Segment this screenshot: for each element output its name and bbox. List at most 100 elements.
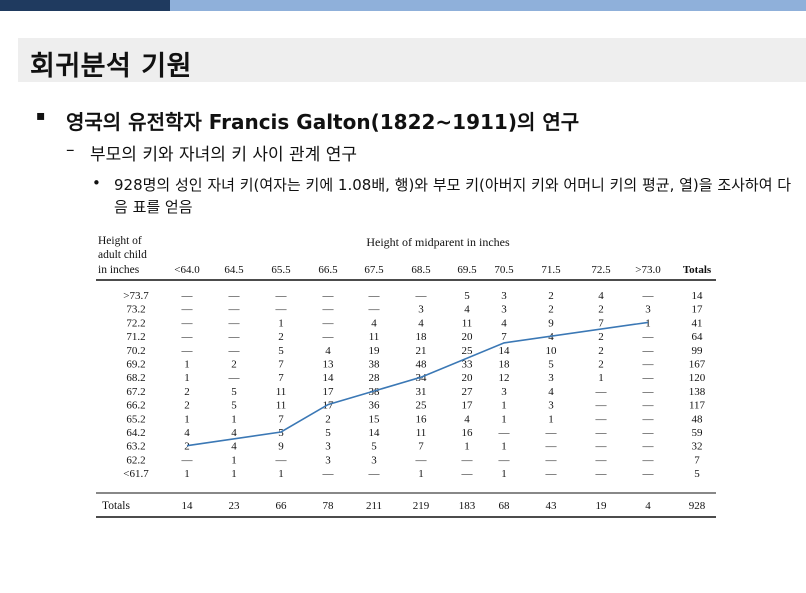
table-cell-r0-c8: 2 — [548, 290, 554, 302]
table-cell-r6-c6: 20 — [462, 372, 474, 384]
table-cell-r10-c5: 11 — [416, 427, 427, 439]
table-cell-r9-c6: 4 — [464, 413, 470, 425]
table-cell-r13-c10: — — [642, 468, 655, 480]
table-cell-r3-c5: 18 — [416, 331, 428, 343]
table-cell-r6-c7: 12 — [499, 372, 510, 384]
table-cell-r3-c7: 7 — [501, 331, 507, 343]
table-cell-r2-c11: 41 — [692, 317, 703, 329]
row-header-line-1: Height of — [98, 235, 142, 247]
table-cell-r0-c1: — — [228, 290, 241, 302]
table-cell-r5-c9: 2 — [598, 359, 604, 371]
table-cell-r5-c3: 13 — [323, 359, 335, 371]
row-label-2: 72.2 — [126, 317, 145, 329]
table-cell-r1-c4: — — [368, 304, 381, 316]
slide-title: 회귀분석 기원 — [30, 51, 192, 82]
table-cell-r11-c7: 1 — [501, 441, 507, 453]
table-cell-r11-c3: 3 — [325, 441, 331, 453]
table-cell-r9-c10: — — [642, 413, 655, 425]
table-cell-r5-c8: 5 — [548, 359, 554, 371]
table-cell-r1-c5: 3 — [418, 304, 424, 316]
table-cell-r8-c4: 36 — [369, 400, 381, 412]
table-cell-r4-c2: 5 — [278, 345, 284, 357]
table-cell-r4-c0: — — [181, 345, 194, 357]
table-cell-r11-c6: 1 — [464, 441, 470, 453]
totals-cell-8: 43 — [546, 500, 558, 512]
row-label-0: >73.7 — [123, 290, 149, 302]
table-cell-r7-c10: — — [642, 386, 655, 398]
table-cell-r7-c4: 38 — [369, 386, 381, 398]
table-cell-r11-c8: — — [545, 441, 558, 453]
column-header-9: 72.5 — [591, 264, 611, 276]
table-cell-r4-c6: 25 — [462, 345, 474, 357]
table-cell-r10-c10: — — [642, 427, 655, 439]
row-label-8: 66.2 — [126, 400, 145, 412]
row-label-9: 65.2 — [126, 413, 145, 425]
table-cell-r9-c1: 1 — [231, 413, 237, 425]
table-cell-r6-c3: 14 — [323, 372, 335, 384]
table-cell-r4-c3: 4 — [325, 345, 331, 357]
table-cell-r2-c6: 11 — [462, 317, 473, 329]
totals-cell-6: 183 — [459, 500, 476, 512]
table-cell-r10-c11: 59 — [692, 427, 704, 439]
table-cell-r2-c8: 9 — [548, 317, 554, 329]
table-cell-r2-c1: — — [228, 317, 241, 329]
table-cell-r6-c4: 28 — [369, 372, 381, 384]
table-cell-r12-c7: — — [498, 454, 511, 466]
column-header-0: <64.0 — [174, 264, 200, 276]
table-cell-r10-c1: 4 — [231, 427, 237, 439]
row-header-line-2: adult child — [98, 249, 147, 261]
totals-cell-4: 211 — [366, 500, 382, 512]
table-cell-r5-c5: 48 — [416, 359, 428, 371]
table-cell-r8-c9: — — [595, 400, 608, 412]
table-cell-r4-c5: 21 — [416, 345, 427, 357]
table-cell-r8-c11: 117 — [689, 400, 706, 412]
row-label-6: 68.2 — [126, 372, 145, 384]
table-cell-r1-c8: 2 — [548, 304, 554, 316]
table-cell-r13-c3: — — [322, 468, 335, 480]
table-cell-r13-c0: 1 — [184, 468, 190, 480]
table-cell-r8-c5: 25 — [416, 400, 428, 412]
table-cell-r11-c1: 4 — [231, 441, 237, 453]
table-cell-r4-c9: 2 — [598, 345, 604, 357]
table-cell-r12-c6: — — [461, 454, 474, 466]
table-cell-r0-c0: — — [181, 290, 194, 302]
table-cell-r7-c2: 11 — [276, 386, 287, 398]
table-cell-r5-c4: 38 — [369, 359, 381, 371]
table-cell-r4-c10: — — [642, 345, 655, 357]
table-cell-r1-c11: 17 — [692, 304, 704, 316]
table-cell-r1-c2: — — [275, 304, 288, 316]
column-header-3: 66.5 — [318, 264, 338, 276]
table-cell-r9-c2: 7 — [278, 413, 284, 425]
table-cell-r0-c7: 3 — [501, 290, 507, 302]
column-header-2: 65.5 — [271, 264, 291, 276]
table-cell-r10-c4: 14 — [369, 427, 381, 439]
table-cell-r5-c10: — — [642, 359, 655, 371]
table-cell-r9-c7: 1 — [501, 413, 507, 425]
table-cell-r8-c7: 1 — [501, 400, 507, 412]
totals-cell-3: 78 — [323, 500, 335, 512]
table-cell-r2-c4: 4 — [371, 317, 377, 329]
table-cell-r13-c7: 1 — [501, 468, 507, 480]
table-cell-r4-c4: 19 — [369, 345, 381, 357]
table-cell-r8-c1: 5 — [231, 400, 237, 412]
table-cell-r7-c1: 5 — [231, 386, 237, 398]
table-cell-r1-c3: — — [322, 304, 335, 316]
table-cell-r12-c10: — — [642, 454, 655, 466]
table-cell-r12-c2: — — [275, 454, 288, 466]
column-header-11: Totals — [683, 264, 712, 276]
table-cell-r5-c7: 18 — [499, 359, 511, 371]
top-accent-bar-dark — [0, 0, 170, 11]
totals-cell-11: 928 — [689, 500, 706, 512]
table-cell-r8-c6: 17 — [462, 400, 474, 412]
table-cell-r6-c11: 120 — [689, 372, 706, 384]
table-cell-r7-c0: 2 — [184, 386, 190, 398]
table-cell-r7-c3: 17 — [323, 386, 335, 398]
totals-cell-1: 23 — [229, 500, 241, 512]
table-cell-r12-c3: 3 — [325, 454, 331, 466]
column-header-5: 68.5 — [411, 264, 431, 276]
table-cell-r10-c9: — — [595, 427, 608, 439]
table-cell-r1-c6: 4 — [464, 304, 470, 316]
table-cell-r6-c0: 1 — [184, 372, 190, 384]
table-cell-r12-c0: — — [181, 454, 194, 466]
table-cell-r10-c0: 4 — [184, 427, 190, 439]
